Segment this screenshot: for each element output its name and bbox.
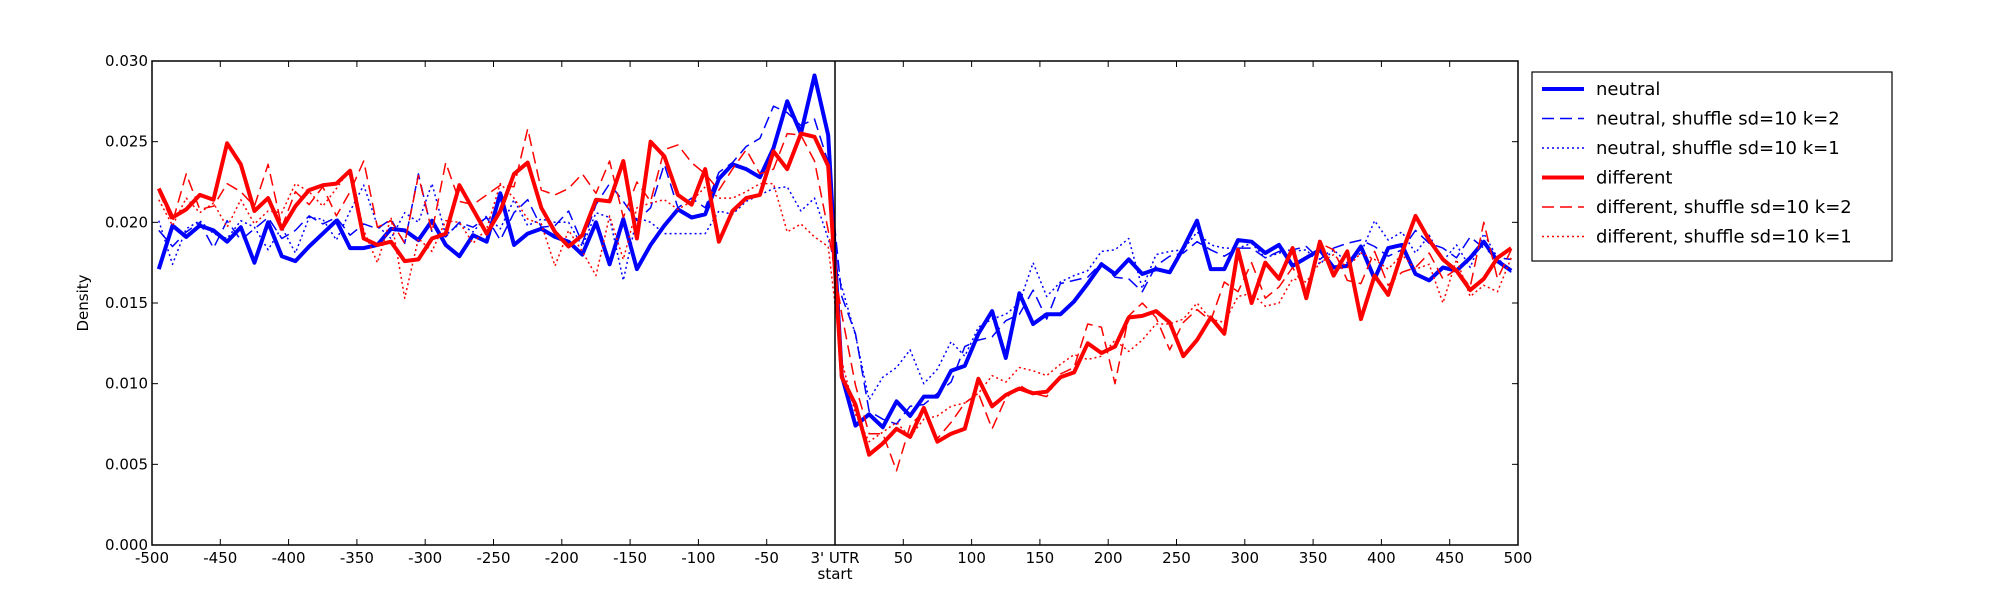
y-axis-title: Density	[74, 274, 92, 331]
y-tick-label: 0.000	[105, 536, 148, 554]
legend-items: neutral neutral, shuffle sd=10 k=2 neutral…	[1542, 79, 1852, 248]
x-tick-label: 50	[894, 549, 913, 567]
x-tick-label: 100	[957, 549, 986, 567]
x-tick-label: -450	[203, 549, 237, 567]
tick-layer: -500 -450 -400 -350 -300 -250 -200 -150 -100 -50 3…	[105, 52, 1532, 583]
legend-item: neutral	[1542, 79, 1660, 100]
legend-label: different	[1596, 168, 1672, 189]
x-tick-label-line2: start	[818, 565, 853, 583]
legend-item: neutral, shuffle sd=10 k=1	[1542, 138, 1840, 159]
x-tick-label: 400	[1367, 549, 1396, 567]
x-tick-label: -50	[754, 549, 779, 567]
x-tick-label: 300	[1230, 549, 1259, 567]
x-tick-label: -250	[476, 549, 510, 567]
y-tick-label: 0.020	[105, 213, 148, 231]
legend: neutral neutral, shuffle sd=10 k=2 neutral…	[1531, 71, 1893, 262]
legend-label: different, shuffle sd=10 k=2	[1596, 197, 1852, 218]
x-tick-label: -300	[408, 549, 442, 567]
y-tick-label: 0.015	[105, 294, 148, 312]
legend-item: neutral, shuffle sd=10 k=2	[1542, 109, 1840, 130]
legend-item: different	[1542, 168, 1672, 189]
legend-label: neutral, shuffle sd=10 k=1	[1596, 138, 1840, 159]
series-line-3	[158, 182, 1512, 401]
x-tick-label: -500	[135, 549, 169, 567]
x-tick-label: -150	[613, 549, 647, 567]
legend-box	[1531, 71, 1893, 262]
x-tick-label: -200	[545, 549, 579, 567]
x-tick-label: 250	[1162, 549, 1191, 567]
x-tick-label: 200	[1094, 549, 1123, 567]
series-line-6	[158, 168, 1512, 443]
legend-label: neutral, shuffle sd=10 k=2	[1596, 109, 1840, 130]
y-tick-label: 0.025	[105, 133, 148, 151]
x-tick-label: 500	[1504, 549, 1533, 567]
x-tick-label: 350	[1299, 549, 1328, 567]
y-tick-label: 0.005	[105, 455, 148, 473]
plot-area: -500 -450 -400 -350 -300 -250 -200 -150 -100 -50 3…	[105, 52, 1532, 583]
legend-label: neutral	[1596, 79, 1660, 100]
legend-item: different, shuffle sd=10 k=1	[1542, 227, 1852, 248]
legend-item: different, shuffle sd=10 k=2	[1542, 197, 1852, 218]
y-tick-label: 0.030	[105, 52, 148, 70]
x-tick-label: -350	[340, 549, 374, 567]
y-tick-label: 0.010	[105, 375, 148, 393]
x-tick-label: 150	[1026, 549, 1055, 567]
x-tick-label: 450	[1435, 549, 1464, 567]
x-tick-label: 3' UTR	[811, 549, 860, 567]
legend-label: different, shuffle sd=10 k=1	[1596, 227, 1852, 248]
x-tick-label: -400	[272, 549, 306, 567]
x-tick-label: -100	[681, 549, 715, 567]
